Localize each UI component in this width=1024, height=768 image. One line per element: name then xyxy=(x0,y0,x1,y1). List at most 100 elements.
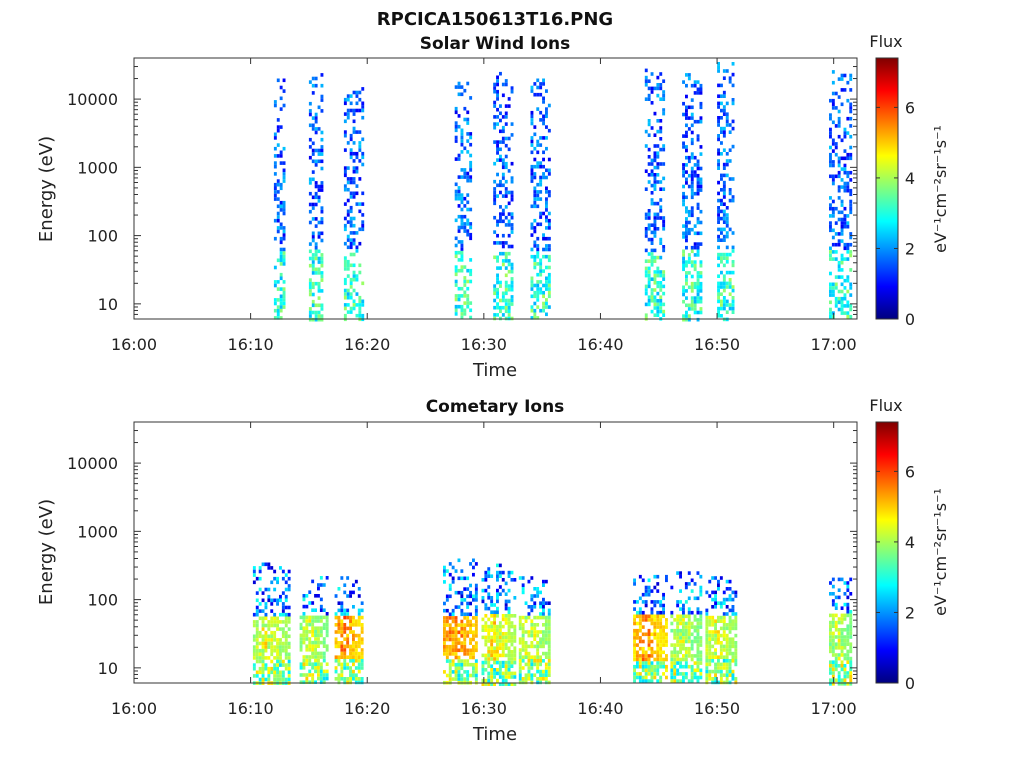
spectrogram-cell xyxy=(346,220,350,224)
spectrogram-cell xyxy=(846,242,850,247)
spectrogram-cell xyxy=(448,659,452,663)
spectrogram-cell xyxy=(547,247,551,252)
spectrogram-cell xyxy=(276,215,280,219)
spectrogram-cell xyxy=(493,291,497,296)
spectrogram-cell xyxy=(521,630,525,634)
spectrogram-cell xyxy=(720,238,723,242)
spectrogram-cell xyxy=(536,78,540,83)
spectrogram-cell xyxy=(647,618,651,622)
spectrogram-cell xyxy=(496,259,499,263)
spectrogram-cell xyxy=(662,603,665,608)
spectrogram-cell xyxy=(308,662,312,666)
spectrogram-cell xyxy=(533,146,537,151)
spectrogram-cell xyxy=(474,583,478,588)
spectrogram-cell xyxy=(673,632,677,637)
spectrogram-cell xyxy=(696,177,700,182)
spectrogram-cell xyxy=(501,313,505,317)
spectrogram-cell xyxy=(284,677,288,682)
spectrogram-cell xyxy=(510,660,514,665)
spectrogram-cell xyxy=(530,630,534,634)
spectrogram-cell xyxy=(493,115,497,119)
spectrogram-cell xyxy=(308,112,312,117)
x-tick-label: 17:00 xyxy=(811,335,857,354)
spectrogram-cell xyxy=(314,669,317,674)
spectrogram-cell xyxy=(337,587,341,591)
spectrogram-cell xyxy=(346,662,350,667)
spectrogram-cell xyxy=(690,625,694,629)
spectrogram-cell xyxy=(731,270,735,275)
spectrogram-cell xyxy=(544,666,548,670)
spectrogram-cell xyxy=(490,603,494,607)
spectrogram-cell xyxy=(255,630,259,635)
spectrogram-cell xyxy=(687,646,691,651)
spectrogram-cell xyxy=(361,151,365,156)
spectrogram-cell xyxy=(633,628,636,633)
spectrogram-cell xyxy=(358,108,362,113)
x-tick-label: 16:30 xyxy=(461,699,507,718)
spectrogram-cell xyxy=(504,215,508,220)
spectrogram-cell xyxy=(837,595,841,600)
spectrogram-cell xyxy=(544,637,548,641)
spectrogram-cell xyxy=(261,648,265,653)
spectrogram-cell xyxy=(731,177,735,181)
spectrogram-cell xyxy=(829,203,832,207)
spectrogram-cell xyxy=(705,641,709,645)
spectrogram-cell xyxy=(360,630,364,634)
spectrogram-cell xyxy=(501,125,505,130)
spectrogram-cell xyxy=(547,218,551,223)
spectrogram-cell xyxy=(496,657,499,661)
spectrogram-cell xyxy=(731,669,735,674)
spectrogram-cell xyxy=(493,104,497,108)
spectrogram-cell xyxy=(448,562,452,566)
spectrogram-cell xyxy=(501,176,505,180)
spectrogram-cell xyxy=(252,612,256,617)
spectrogram-cell xyxy=(653,176,657,181)
spectrogram-cell xyxy=(725,626,729,631)
spectrogram-cell xyxy=(507,136,511,141)
spectrogram-cell xyxy=(846,170,850,175)
spectrogram-cell xyxy=(343,637,347,641)
spectrogram-cell xyxy=(731,306,735,311)
spectrogram-cell xyxy=(354,651,358,656)
spectrogram-cell xyxy=(302,630,306,634)
spectrogram-cell xyxy=(846,98,850,103)
spectrogram-cell xyxy=(831,228,835,233)
spectrogram-cell xyxy=(693,119,697,124)
spectrogram-cell xyxy=(484,588,488,593)
spectrogram-cell xyxy=(653,675,657,680)
spectrogram-cell xyxy=(276,602,279,606)
spectrogram-cell xyxy=(837,232,841,236)
spectrogram-cell xyxy=(656,302,660,307)
spectrogram-cell xyxy=(682,610,685,615)
spectrogram-cell xyxy=(840,260,844,265)
spectrogram-cell xyxy=(687,639,691,644)
spectrogram-cell xyxy=(530,204,534,209)
spectrogram-cell xyxy=(314,224,318,228)
spectrogram-cell xyxy=(849,592,853,596)
spectrogram-cell xyxy=(279,186,283,191)
spectrogram-cell xyxy=(690,105,694,110)
spectrogram-cell xyxy=(460,598,464,602)
spectrogram-cell xyxy=(849,617,853,621)
spectrogram-cell xyxy=(504,668,508,672)
spectrogram-cell xyxy=(474,659,478,663)
spectrogram-cell xyxy=(711,655,715,659)
spectrogram-cell xyxy=(714,623,717,627)
spectrogram-cell xyxy=(504,205,508,209)
spectrogram-cell xyxy=(690,307,694,311)
spectrogram-cell xyxy=(840,620,844,625)
spectrogram-cell xyxy=(346,115,350,120)
spectrogram-cell xyxy=(849,577,853,582)
spectrogram-cell xyxy=(647,281,651,285)
spectrogram-cell xyxy=(504,309,508,314)
spectrogram-cell xyxy=(501,653,505,658)
spectrogram-cell xyxy=(287,584,291,588)
spectrogram-cell xyxy=(539,118,543,122)
spectrogram-cell xyxy=(346,641,350,645)
spectrogram-cell xyxy=(319,640,323,645)
spectrogram-cell xyxy=(542,608,545,613)
spectrogram-cell xyxy=(696,119,700,124)
spectrogram-cell xyxy=(687,571,691,575)
spectrogram-cell xyxy=(317,317,321,322)
